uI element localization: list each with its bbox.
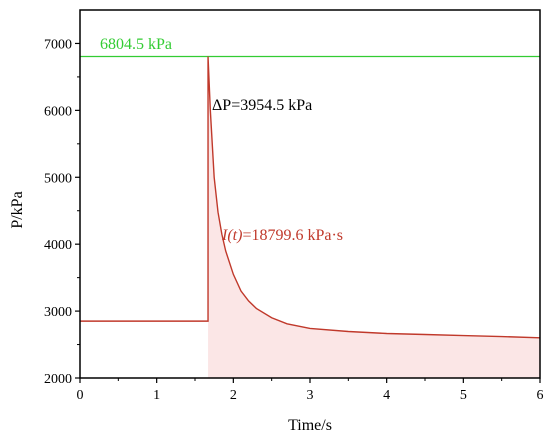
y-axis-title: P/kPa bbox=[9, 191, 26, 228]
y-axis-ticks: 2000 3000 4000 5000 6000 7000 bbox=[44, 37, 80, 387]
impulse-shaded-area bbox=[208, 56, 541, 378]
x-axis-title: Time/s bbox=[288, 417, 332, 434]
y-tick-label: 7000 bbox=[44, 37, 72, 52]
y-tick-label: 2000 bbox=[44, 372, 72, 387]
series-layer bbox=[80, 56, 541, 339]
x-tick-label: 3 bbox=[307, 388, 314, 403]
x-tick-label: 4 bbox=[383, 388, 390, 403]
y-tick-label: 3000 bbox=[44, 305, 72, 320]
x-tick-label: 6 bbox=[537, 388, 544, 403]
impulse-symbol: I(t) bbox=[221, 227, 242, 244]
x-tick-label: 1 bbox=[153, 388, 160, 403]
pressure-series-line bbox=[80, 56, 541, 339]
delta-p-annotation: ΔP=3954.5 kPa bbox=[212, 97, 312, 114]
reference-line-label: 6804.5 kPa bbox=[100, 36, 172, 53]
x-tick-label: 0 bbox=[77, 388, 84, 403]
y-tick-label: 4000 bbox=[44, 238, 72, 253]
x-tick-label: 2 bbox=[230, 388, 237, 403]
y-tick-label: 6000 bbox=[44, 104, 72, 119]
impulse-area bbox=[208, 56, 541, 378]
x-tick-label: 5 bbox=[460, 388, 467, 403]
x-axis-ticks: 0 1 2 3 4 5 6 bbox=[77, 378, 544, 403]
plot-frame bbox=[79, 9, 541, 379]
impulse-value: =18799.6 kPa·s bbox=[242, 227, 343, 244]
impulse-annotation: I(t)=18799.6 kPa·s bbox=[221, 227, 343, 244]
y-tick-label: 5000 bbox=[44, 171, 72, 186]
